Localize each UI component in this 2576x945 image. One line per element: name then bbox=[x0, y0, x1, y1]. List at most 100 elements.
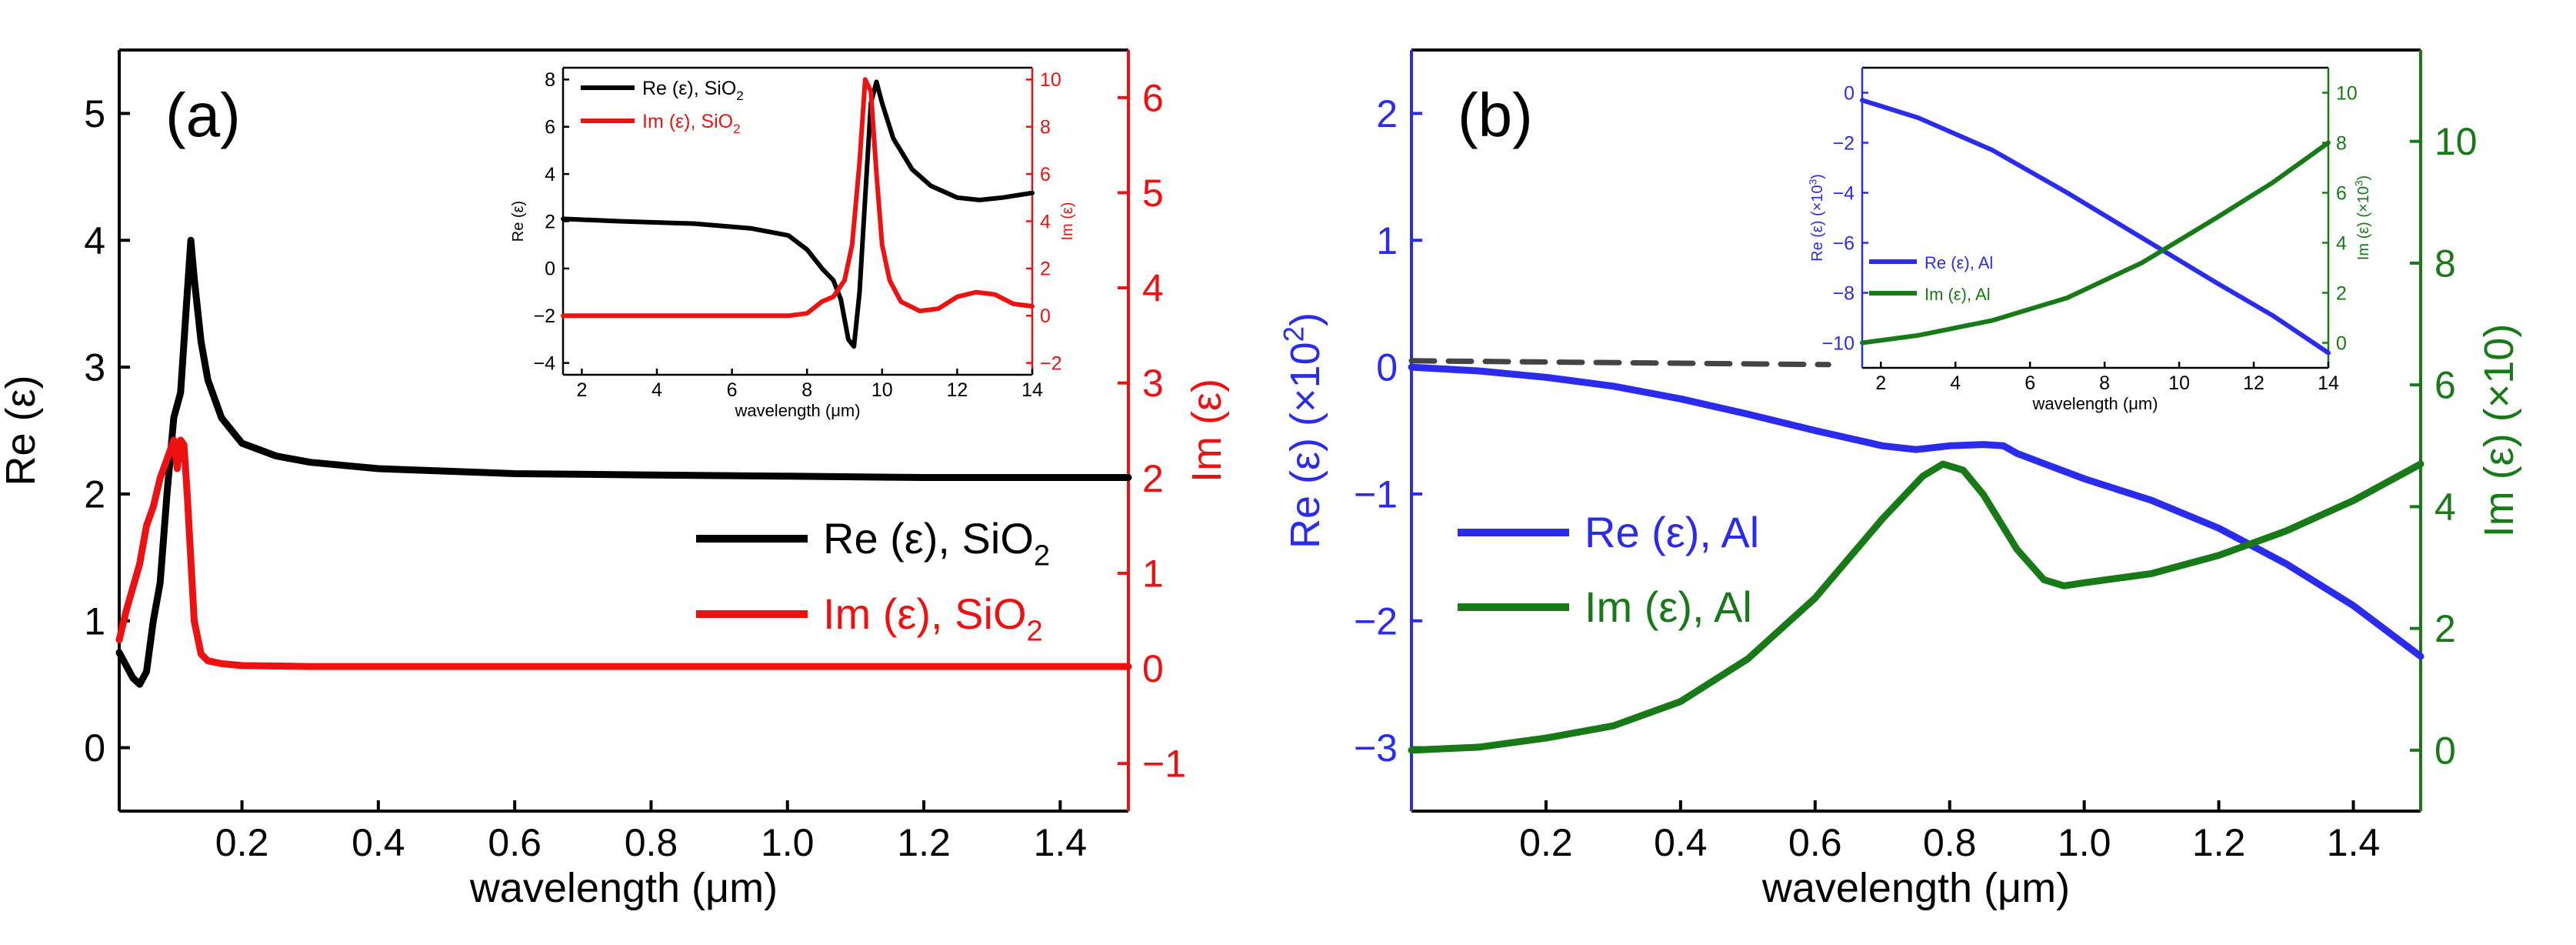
y-left-tick-label: 6 bbox=[545, 116, 555, 138]
label-part: ) bbox=[1809, 174, 1826, 179]
panel-b: 0.2 0.4 0.6 0.8 1.0 1.2 1.4−3−2−10120246810wav… bbox=[1278, 48, 2522, 911]
label-part: Re (ε), Al bbox=[1925, 253, 1993, 272]
x-tick-label: 14 bbox=[2318, 372, 2339, 394]
x-tick-label: 0.8 bbox=[625, 821, 678, 864]
label-part: Re (ε), Al bbox=[1585, 508, 1759, 556]
y-left-tick-label: 0 bbox=[1844, 82, 1855, 104]
x-tick-label: 8 bbox=[2099, 372, 2110, 394]
panel-label: (b) bbox=[1458, 81, 1533, 149]
y-right-tick-label: 4 bbox=[1040, 211, 1051, 232]
y-left-tick-label: −2 bbox=[533, 306, 555, 327]
x-tick-label: 2 bbox=[1875, 372, 1886, 394]
label-part: ) bbox=[1282, 312, 1328, 326]
label-part: Re (ε) (×10 bbox=[1809, 185, 1826, 262]
y-left-tick-label: 2 bbox=[1376, 92, 1398, 135]
y-right-tick-label: 10 bbox=[2336, 82, 2358, 104]
legend-label: Re (ε), Al bbox=[1585, 508, 1759, 556]
y-left-tick-label: −2 bbox=[1832, 132, 1855, 154]
inset-legend-label: Re (ε), Al bbox=[1925, 253, 1993, 272]
x-tick-label: 1.2 bbox=[2192, 821, 2246, 864]
y-left-tick-label: −4 bbox=[533, 352, 555, 374]
x-tick-label: 12 bbox=[946, 379, 968, 401]
y-right-tick-label: −2 bbox=[1040, 352, 1062, 374]
x-tick-label: 12 bbox=[2243, 372, 2264, 394]
y-left-tick-label: 3 bbox=[84, 346, 105, 389]
label-part: ) bbox=[2355, 175, 2372, 181]
y-right-tick-label: 0 bbox=[2336, 332, 2347, 354]
y-left-tick-label: −8 bbox=[1832, 282, 1855, 304]
label-part: Im (ε), Al bbox=[1925, 285, 1991, 304]
y-right-tick-label: 8 bbox=[2434, 242, 2456, 285]
y-right-tick-label: 1 bbox=[1142, 552, 1164, 595]
y-left-tick-label: −10 bbox=[1822, 332, 1855, 354]
series-line-im bbox=[1408, 460, 2424, 754]
x-axis-title: wavelength (μm) bbox=[1761, 865, 2070, 911]
x-tick-label: 4 bbox=[1950, 372, 1961, 394]
y-right-tick-label: 2 bbox=[1040, 259, 1051, 280]
inset-y-right-axis-title: Im (ε) bbox=[1059, 202, 1076, 240]
inset-chart: 2 4 6 8 10 12 14 −10 −8 −6 −4 −2 0 0 2 4 6 8 10 wavelength … bbox=[1807, 66, 2372, 413]
y-right-tick-label: 6 bbox=[1142, 76, 1164, 119]
inset-legend-label: Im (ε), Al bbox=[1925, 285, 1991, 304]
x-tick-label: 1.4 bbox=[1034, 821, 1088, 864]
series-line-re bbox=[1408, 363, 2424, 660]
y-left-tick-label: −4 bbox=[1832, 182, 1855, 204]
y-right-tick-label: 0 bbox=[1040, 306, 1051, 327]
y-right-tick-label: 6 bbox=[2434, 364, 2456, 407]
x-tick-label: 10 bbox=[2168, 372, 2190, 394]
label-part: Re (ε) (×10 bbox=[1282, 342, 1328, 549]
y-right-axis-title: Im (ε) (×10) bbox=[2476, 324, 2522, 538]
inset-legend-label: Re (ε), SiO2 bbox=[642, 78, 744, 103]
y-left-tick-label: −3 bbox=[1354, 726, 1398, 770]
x-tick-label: 0.4 bbox=[352, 821, 405, 864]
legend-label: Im (ε), SiO2 bbox=[823, 589, 1043, 648]
x-tick-label: 1.0 bbox=[761, 821, 815, 864]
y-right-tick-label: 2 bbox=[1142, 457, 1164, 500]
x-tick-label: 14 bbox=[1021, 379, 1043, 401]
x-tick-label: 0.2 bbox=[1519, 821, 1573, 864]
y-left-tick-label: −6 bbox=[1832, 232, 1855, 254]
panel-a: 0.2 0.4 0.6 0.8 1.0 1.2 1.4012345−10123456wave… bbox=[0, 48, 1230, 911]
inset-y-left-axis-title: Re (ε) (×103) bbox=[1807, 174, 1826, 262]
label-part: 2 bbox=[1027, 616, 1043, 648]
inset-y-left-axis-title: Re (ε) bbox=[510, 201, 527, 242]
label-part: 2 bbox=[1278, 326, 1309, 342]
dashed-reference-line bbox=[1408, 358, 1831, 368]
y-right-tick-label: 8 bbox=[1040, 116, 1051, 138]
y-left-tick-label: 2 bbox=[545, 211, 555, 232]
inset-legend-label: Im (ε), SiO2 bbox=[642, 111, 741, 136]
y-right-tick-label: 10 bbox=[1040, 69, 1061, 91]
y-left-tick-label: 4 bbox=[84, 219, 105, 262]
inset-series-line-im bbox=[561, 77, 1035, 319]
x-tick-label: 1.2 bbox=[897, 821, 951, 864]
inset-x-axis-title: wavelength (μm) bbox=[734, 401, 860, 420]
label-part: 2 bbox=[736, 88, 743, 103]
x-tick-label: 0.8 bbox=[1923, 821, 1977, 864]
legend-label: Im (ε), Al bbox=[1585, 583, 1752, 631]
label-part: Im (ε), Al bbox=[1585, 583, 1752, 631]
x-tick-label: 0.2 bbox=[215, 821, 269, 864]
label-part: Im (ε), SiO bbox=[823, 589, 1027, 638]
inset-series-line-re bbox=[1860, 98, 2331, 356]
x-tick-label: 0.6 bbox=[1788, 821, 1842, 864]
x-axis-title: wavelength (μm) bbox=[469, 865, 778, 911]
y-right-tick-label: 4 bbox=[1142, 267, 1164, 310]
y-left-tick-label: −1 bbox=[1354, 472, 1398, 516]
inset-series-line-im bbox=[1860, 140, 2331, 346]
y-left-tick-label: 2 bbox=[84, 472, 105, 516]
y-right-axis-title: Im (ε) bbox=[1184, 379, 1230, 483]
x-tick-label: 4 bbox=[651, 379, 662, 401]
label-part: 3 bbox=[2353, 180, 2364, 186]
panel-label: (a) bbox=[165, 81, 241, 149]
y-left-tick-label: 0 bbox=[545, 259, 555, 280]
y-left-axis-title: Re (ε) (×102) bbox=[1278, 312, 1328, 549]
x-tick-label: 2 bbox=[576, 379, 587, 401]
label-part: Re (ε), SiO bbox=[642, 78, 736, 99]
y-right-tick-label: 4 bbox=[2434, 486, 2456, 529]
series-line-re bbox=[115, 236, 1132, 688]
inset-series-line-re bbox=[561, 79, 1035, 349]
label-part: Re (ε), SiO bbox=[823, 514, 1034, 563]
y-left-axis-title: Re (ε) bbox=[0, 375, 44, 486]
label-part: Im (ε) (×10 bbox=[2355, 186, 2372, 260]
